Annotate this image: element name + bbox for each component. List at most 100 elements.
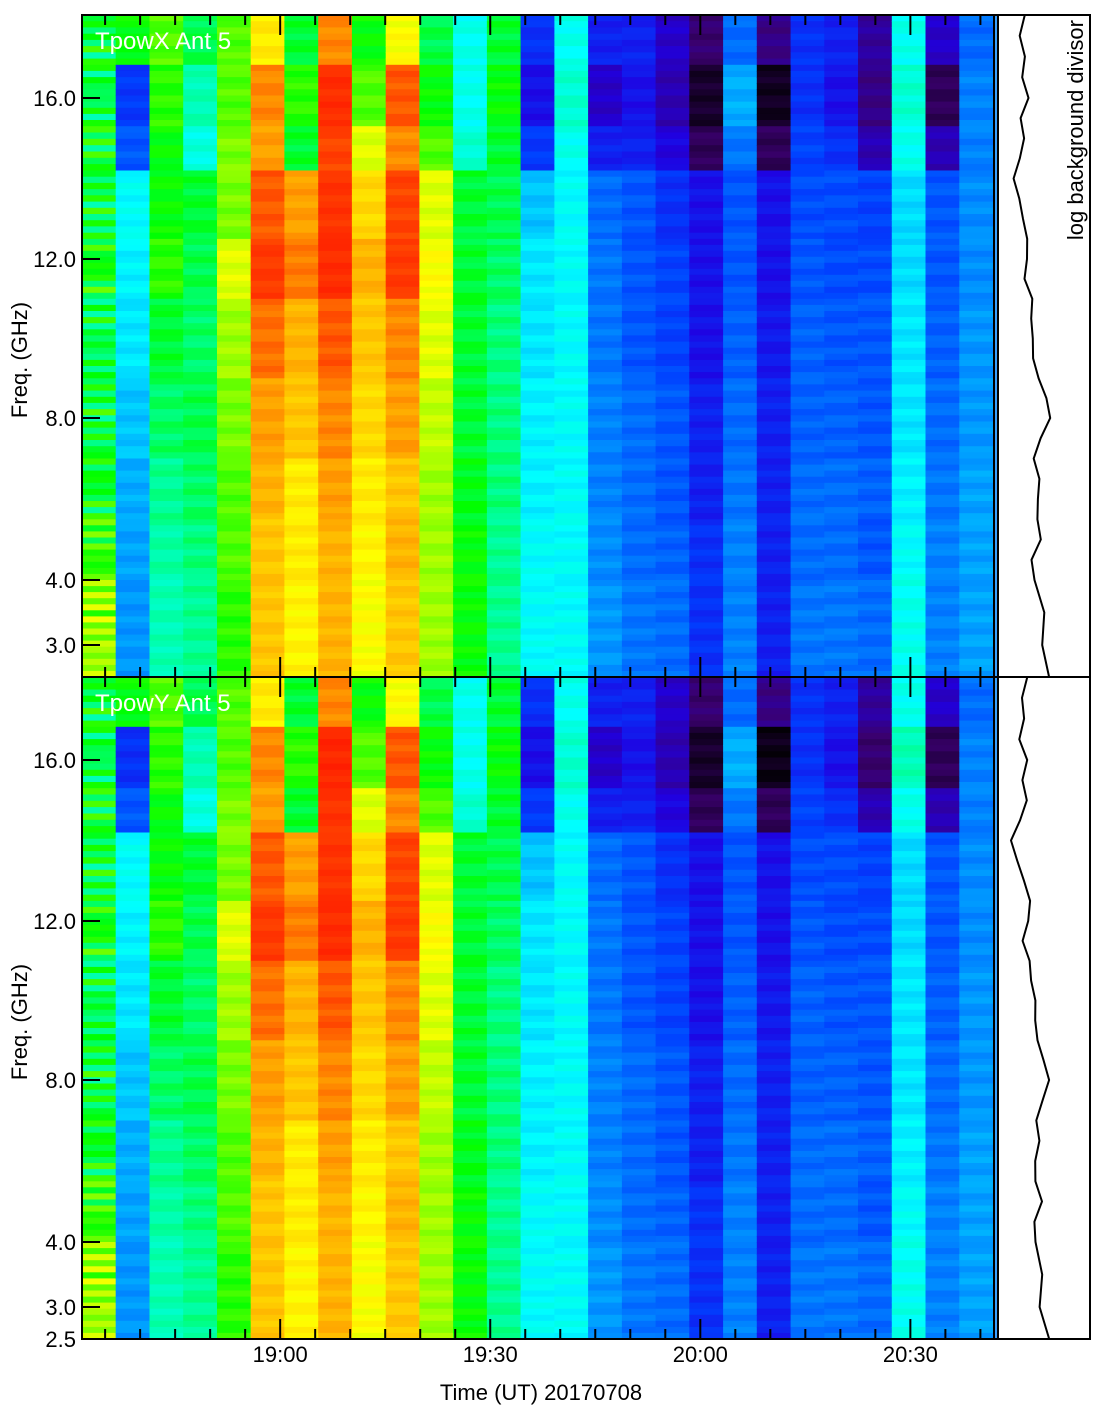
heatmap-cell xyxy=(858,658,893,666)
heatmap-cell xyxy=(824,476,859,484)
heatmap-cell xyxy=(756,15,792,22)
heatmap-cell xyxy=(115,464,150,472)
panel-title: TpowX Ant 5 xyxy=(95,28,231,55)
heatmap-cell xyxy=(689,769,724,777)
heatmap-cell xyxy=(723,507,758,514)
heatmap-cell xyxy=(419,838,454,846)
heatmap-cell xyxy=(82,39,117,47)
heatmap-cell xyxy=(723,427,758,435)
heatmap-cell xyxy=(858,95,893,103)
heatmap-cell xyxy=(419,677,454,684)
heatmap-cell xyxy=(689,519,724,526)
heatmap-cell xyxy=(351,120,387,127)
heatmap-cell xyxy=(453,286,488,294)
heatmap-cell xyxy=(858,226,893,234)
heatmap-cell xyxy=(723,77,758,84)
heatmap-cell xyxy=(790,77,825,84)
heatmap-cell xyxy=(756,89,792,96)
heatmap-cell xyxy=(689,286,724,294)
heatmap-cell xyxy=(318,101,353,109)
heatmap-cell xyxy=(385,537,420,545)
heatmap-cell xyxy=(284,936,319,944)
heatmap-cell xyxy=(689,58,724,66)
heatmap-cell xyxy=(149,513,184,520)
heatmap-cell xyxy=(318,464,353,472)
heatmap-cell xyxy=(149,440,184,447)
heatmap-cell xyxy=(284,714,319,722)
heatmap-cell xyxy=(183,409,218,416)
heatmap-cell xyxy=(183,708,218,715)
heatmap-cell xyxy=(250,1009,285,1017)
heatmap-cell xyxy=(554,991,589,998)
heatmap-cell xyxy=(925,372,960,379)
heatmap-cell xyxy=(959,113,994,121)
heatmap-cell xyxy=(824,46,859,53)
heatmap-cell xyxy=(621,27,657,35)
heatmap-cell xyxy=(115,537,150,545)
heatmap-cell xyxy=(351,1034,387,1041)
heatmap-cell xyxy=(723,58,758,66)
heatmap-cell xyxy=(588,366,623,373)
heatmap-cell xyxy=(149,838,184,846)
heatmap-cell xyxy=(655,482,690,490)
heatmap-cell xyxy=(284,384,319,392)
heatmap-cell xyxy=(925,494,960,502)
heatmap-cell xyxy=(621,701,657,709)
heatmap-cell xyxy=(486,664,522,672)
heatmap-cell xyxy=(351,813,387,821)
heatmap-cell xyxy=(554,372,589,379)
heatmap-cell xyxy=(284,851,319,858)
heatmap-cell xyxy=(149,592,184,599)
heatmap-cell xyxy=(385,701,420,709)
heatmap-cell xyxy=(824,470,859,478)
heatmap-cell xyxy=(453,604,488,611)
heatmap-cell xyxy=(149,433,184,441)
heatmap-cell xyxy=(318,452,353,460)
heatmap-cell xyxy=(115,985,150,992)
heatmap-cell xyxy=(183,126,218,134)
heatmap-cell xyxy=(284,440,319,447)
heatmap-cell xyxy=(486,930,522,938)
heatmap-cell xyxy=(453,1052,488,1060)
heatmap-cell xyxy=(655,1260,690,1267)
heatmap-cell xyxy=(115,906,150,914)
heatmap-cell xyxy=(723,604,758,611)
heatmap-cell xyxy=(925,513,960,520)
heatmap-cell xyxy=(419,182,454,190)
heatmap-cell xyxy=(149,274,184,282)
heatmap-cell xyxy=(351,1260,387,1267)
heatmap-cell xyxy=(217,519,252,526)
heatmap-cell xyxy=(790,341,825,349)
heatmap-cell xyxy=(655,543,690,551)
heatmap-cell xyxy=(891,120,927,127)
heatmap-cell xyxy=(318,138,353,146)
heatmap-cell xyxy=(723,250,758,258)
heatmap-cell xyxy=(959,494,994,502)
heatmap-cell xyxy=(486,311,522,318)
heatmap-cell xyxy=(486,378,522,386)
heatmap-cell xyxy=(925,482,960,490)
heatmap-cell xyxy=(486,58,522,66)
heatmap-cell xyxy=(183,390,218,398)
heatmap-cell xyxy=(453,89,488,96)
heatmap-cell xyxy=(351,347,387,355)
heatmap-cell xyxy=(284,906,319,914)
heatmap-cell xyxy=(486,670,522,678)
heatmap-cell xyxy=(790,132,825,140)
heatmap-cell xyxy=(655,353,690,361)
heatmap-cell xyxy=(385,763,420,771)
heatmap-cell xyxy=(520,1199,555,1207)
heatmap-cell xyxy=(351,695,387,703)
heatmap-cell xyxy=(250,95,285,103)
heatmap-cell xyxy=(621,819,657,827)
heatmap-cell xyxy=(453,1126,488,1134)
heatmap-cell xyxy=(149,476,184,484)
heatmap-cell xyxy=(217,1157,252,1164)
heatmap-cell xyxy=(824,250,859,258)
heatmap-cell xyxy=(250,708,285,715)
heatmap-cell xyxy=(183,1071,218,1078)
heatmap-cell xyxy=(723,145,758,153)
heatmap-cell xyxy=(689,446,724,453)
heatmap-cell xyxy=(149,232,184,240)
heatmap-cell xyxy=(554,244,589,252)
